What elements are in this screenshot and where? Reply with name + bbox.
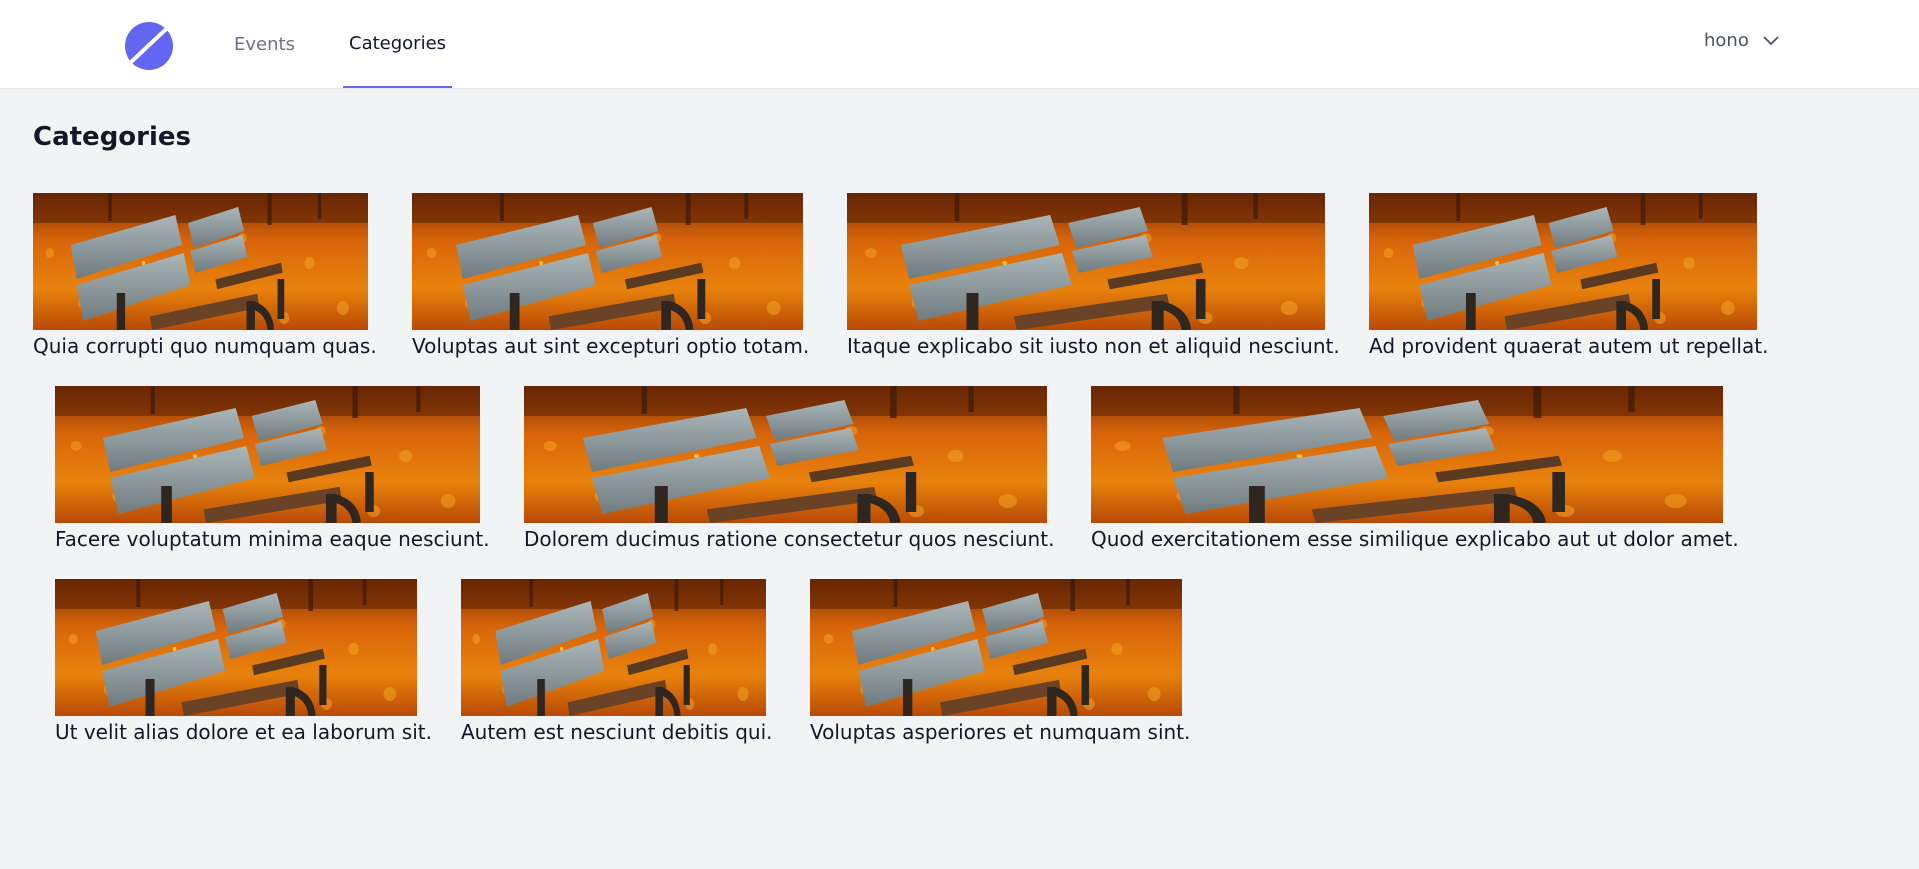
category-card[interactable]: Itaque explicabo sit iusto non et aliqui… [847, 193, 1340, 358]
category-card[interactable]: Ut velit alias dolore et ea laborum sit. [55, 579, 432, 744]
logo-icon[interactable] [122, 18, 176, 72]
category-card[interactable]: Autem est nesciunt debitis qui. [461, 579, 772, 744]
category-card[interactable]: Facere voluptatum minima eaque nesciunt. [55, 386, 490, 551]
chevron-down-icon [1763, 35, 1779, 45]
category-name: Ut velit alias dolore et ea laborum sit. [55, 720, 432, 744]
category-image [847, 193, 1325, 330]
user-menu-dropdown[interactable]: hono [1704, 30, 1779, 51]
page-title: Categories [33, 122, 192, 152]
category-card[interactable]: Quod exercitationem esse similique expli… [1091, 386, 1739, 551]
category-image [524, 386, 1047, 523]
category-card[interactable]: Voluptas asperiores et numquam sint. [810, 579, 1190, 744]
category-image [461, 579, 766, 716]
user-name: hono [1704, 30, 1749, 51]
top-navigation-bar: Events Categories hono [0, 0, 1919, 89]
category-name: Quod exercitationem esse similique expli… [1091, 527, 1739, 551]
nav-tab-categories[interactable]: Categories [343, 0, 453, 88]
category-image [810, 579, 1182, 716]
category-image [33, 193, 368, 330]
nav-tab-events[interactable]: Events [234, 33, 295, 55]
category-image [55, 386, 480, 523]
category-image [1091, 386, 1723, 523]
category-name: Ad provident quaerat autem ut repellat. [1369, 334, 1769, 358]
category-card[interactable]: Dolorem ducimus ratione consectetur quos… [524, 386, 1054, 551]
category-name: Dolorem ducimus ratione consectetur quos… [524, 527, 1055, 551]
category-name: Voluptas asperiores et numquam sint. [810, 720, 1191, 744]
category-name: Quia corrupti quo numquam quas. [33, 334, 377, 358]
category-name: Voluptas aut sint excepturi optio totam. [412, 334, 810, 358]
category-name: Itaque explicabo sit iusto non et aliqui… [847, 334, 1340, 358]
category-image [1369, 193, 1757, 330]
category-image [412, 193, 803, 330]
category-card[interactable]: Quia corrupti quo numquam quas. [33, 193, 377, 358]
category-card[interactable]: Voluptas aut sint excepturi optio totam. [412, 193, 809, 358]
category-card[interactable]: Ad provident quaerat autem ut repellat. [1369, 193, 1768, 358]
category-name: Facere voluptatum minima eaque nesciunt. [55, 527, 490, 551]
category-image [55, 579, 417, 716]
category-name: Autem est nesciunt debitis qui. [461, 720, 773, 744]
